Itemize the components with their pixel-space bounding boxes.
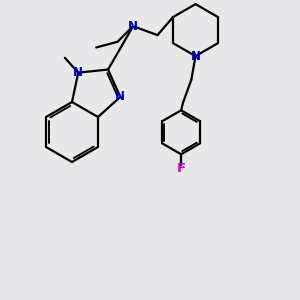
Text: N: N [190,50,200,63]
Text: N: N [128,20,138,33]
Text: N: N [73,66,83,79]
Text: F: F [177,162,186,175]
Text: N: N [115,90,125,104]
